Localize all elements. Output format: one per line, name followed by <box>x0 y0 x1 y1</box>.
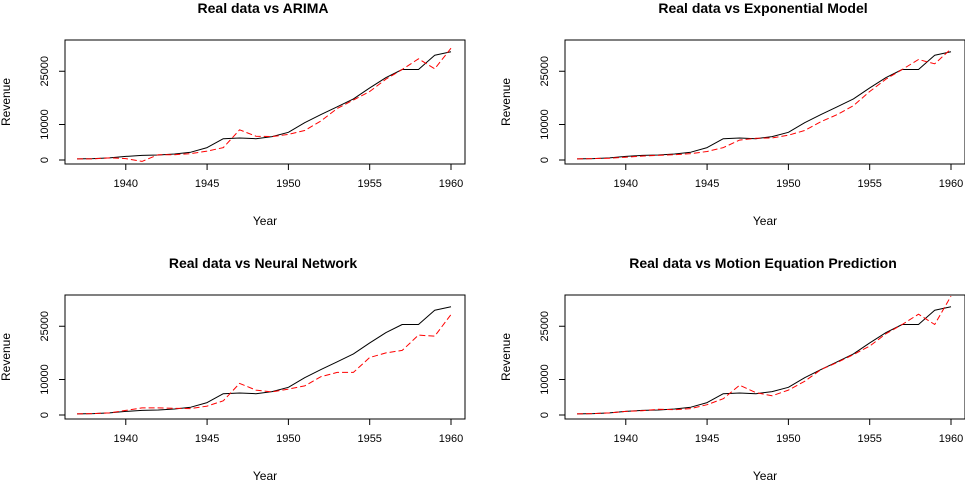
series-line-real <box>576 306 952 415</box>
chart-title: Real data vs Motion Equation Prediction <box>629 255 897 271</box>
x-tick-label: 1955 <box>357 178 381 190</box>
chart-panel-4: Real data vs Motion Equation Prediction 1… <box>499 255 965 481</box>
y-tick-label: 10000 <box>539 109 551 140</box>
x-tick-label: 1945 <box>195 178 219 190</box>
chart-title: Real data vs Exponential Model <box>658 0 867 16</box>
series-line-predicted <box>76 314 452 415</box>
chart-panel-3: Real data vs Neural Network 1940 1945 1950 1… <box>0 255 466 481</box>
x-tick-label: 1960 <box>939 178 963 190</box>
y-axis-label: Revenue <box>499 333 513 381</box>
x-tick-label: 1940 <box>114 178 138 190</box>
series-line-predicted <box>77 47 452 162</box>
plot-frame <box>64 294 466 420</box>
y-tick-label: 25000 <box>539 311 551 342</box>
x-tick-label: 1955 <box>857 433 881 445</box>
x-axis-label: Year <box>753 214 777 228</box>
y-tick-label: 0 <box>539 412 551 418</box>
series-line-predicted <box>576 48 952 160</box>
x-tick-label: 1945 <box>695 433 719 445</box>
x-tick-label: 1940 <box>614 178 638 190</box>
y-tick-label: 0 <box>539 157 551 163</box>
series-line-real <box>576 51 952 160</box>
y-tick-label: 10000 <box>39 109 51 140</box>
x-tick-label: 1960 <box>939 433 963 445</box>
y-tick-label: 25000 <box>39 311 51 342</box>
series-line-predicted <box>576 295 952 415</box>
y-tick-label: 25000 <box>39 56 51 87</box>
x-tick-label: 1945 <box>695 178 719 190</box>
x-tick-label: 1940 <box>614 433 638 445</box>
x-axis-label: Year <box>753 469 777 481</box>
x-tick-label: 1955 <box>857 178 881 190</box>
x-tick-label: 1960 <box>439 178 463 190</box>
plot-frame <box>564 294 965 420</box>
x-axis-label: Year <box>253 214 277 228</box>
x-tick-label: 1950 <box>276 433 300 445</box>
x-tick-label: 1960 <box>439 433 463 445</box>
y-tick-label: 0 <box>39 412 51 418</box>
y-axis-label: Revenue <box>0 333 13 381</box>
plot-frame <box>564 39 965 165</box>
x-tick-label: 1950 <box>276 178 300 190</box>
series-line-real <box>76 51 452 160</box>
chart-title: Real data vs ARIMA <box>198 0 329 16</box>
chart-panel-2: Real data vs Exponential Model 1940 1945 19… <box>499 0 965 228</box>
x-tick-label: 1955 <box>357 433 381 445</box>
chart-panel-1: Real data vs ARIMA 1940 1945 1950 1955 1960 0 1… <box>0 0 466 228</box>
x-axis-label: Year <box>253 469 277 481</box>
y-tick-label: 0 <box>39 157 51 163</box>
y-tick-label: 10000 <box>39 364 51 395</box>
y-axis-label: Revenue <box>499 78 513 126</box>
x-tick-label: 1945 <box>195 433 219 445</box>
x-tick-label: 1950 <box>776 433 800 445</box>
x-tick-label: 1940 <box>114 433 138 445</box>
plot-frame <box>64 39 466 165</box>
x-tick-label: 1950 <box>776 178 800 190</box>
y-tick-label: 25000 <box>539 56 551 87</box>
chart-title: Real data vs Neural Network <box>169 255 358 271</box>
y-tick-label: 10000 <box>539 364 551 395</box>
y-axis-label: Revenue <box>0 78 13 126</box>
series-line-real <box>76 306 452 415</box>
